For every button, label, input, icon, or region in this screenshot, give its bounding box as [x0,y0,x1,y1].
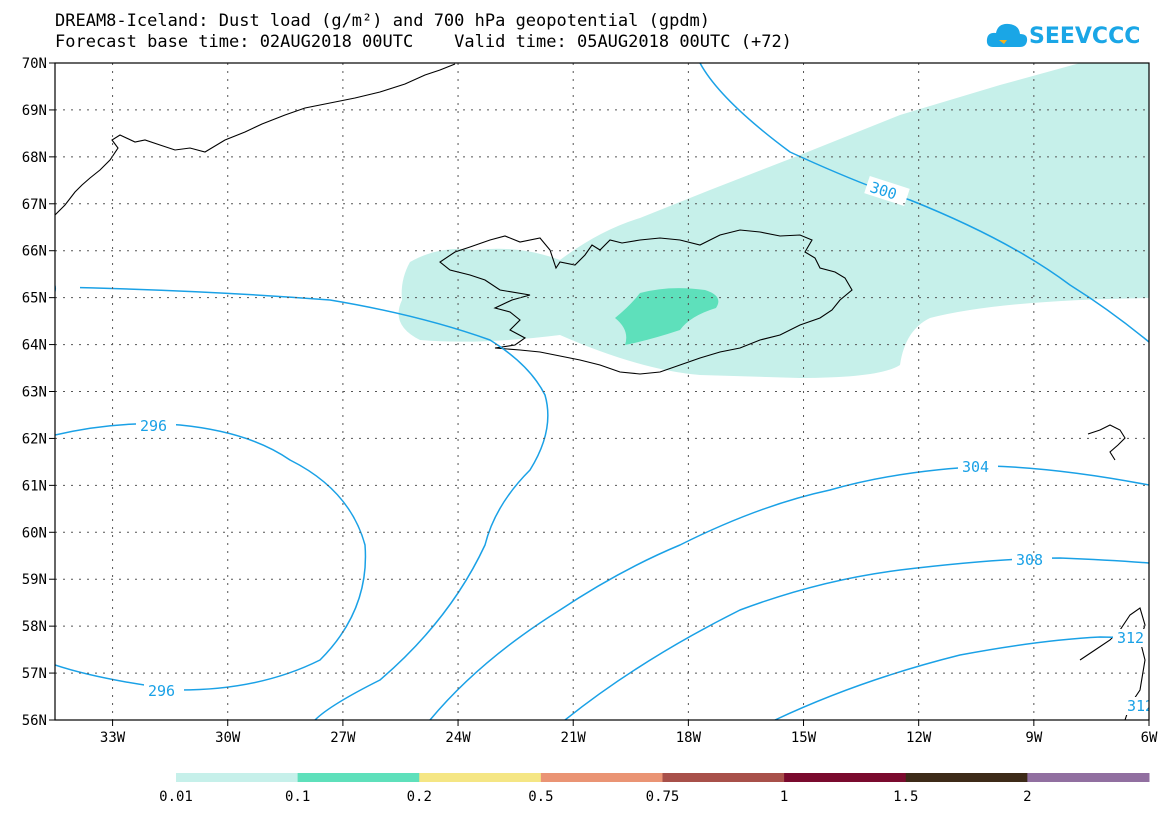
lat-label: 64N [22,338,47,354]
colorbar-swatch [1027,773,1150,782]
chart-title-line1: DREAM8-Iceland: Dust load (g/m²) and 700… [55,11,711,31]
contour-label-312: 312 [1117,629,1144,647]
contour-label-296-top: 296 [140,417,167,435]
colorbar: 0.01 0.1 0.2 0.5 0.75 1 1.5 2 [159,773,1150,805]
contour-label-304: 304 [962,458,989,476]
logo-text: SEEVCCC [1029,24,1141,49]
lat-label: 59N [22,572,47,588]
colorbar-label: 2 [1023,789,1031,805]
colorbar-swatch [419,773,542,782]
lat-label: 61N [22,478,47,494]
contour-labels: 300 300 296 296 304 308 312 312 [30,175,1154,715]
lon-label: 21W [561,730,587,746]
scotland-coast [1079,607,1146,720]
lon-label: 6W [1141,730,1158,746]
lon-label: 27W [330,730,356,746]
geopotential-contours [55,63,1149,720]
lat-label: 62N [22,431,47,447]
lon-label: 12W [906,730,932,746]
lat-label: 65N [22,291,47,307]
longitude-axis: 33W 30W 27W 24W 21W 18W 15W 12W 9W 6W [100,720,1158,746]
lon-label: 15W [791,730,817,746]
colorbar-label: 0.75 [646,789,680,805]
contour-312 [774,636,1149,720]
latitude-axis: 70N 69N 68N 67N 66N 65N 64N 63N 62N 61N 60N 59N 58N 5… [22,56,55,729]
colorbar-swatch [297,773,420,782]
contour-label-312-lower: 312 [1127,697,1154,715]
dust-area-mid [615,288,719,345]
colorbar-label: 0.1 [285,789,310,805]
lat-label: 58N [22,619,47,635]
contour-label-296-bottom: 296 [148,682,175,700]
lat-label: 66N [22,244,47,260]
contour-296-north [55,423,367,691]
contour-300-west [55,286,549,720]
contour-label-300-west: 300 [30,280,57,298]
contour-308 [564,557,1149,720]
lat-label: 57N [22,666,47,682]
lon-label: 9W [1025,730,1042,746]
colorbar-label: 0.2 [407,789,432,805]
lat-label: 68N [22,150,47,166]
coastlines [55,63,1146,720]
contour-label-308: 308 [1016,551,1043,569]
lat-label: 56N [22,713,47,729]
colorbar-label: 0.5 [528,789,553,805]
colorbar-swatch [176,773,299,782]
greenland-coast [55,63,456,216]
lon-label: 18W [676,730,702,746]
chart-title-line2: Forecast base time: 02AUG2018 00UTC Vali… [55,32,792,52]
colorbar-label: 1 [780,789,788,805]
lat-label: 70N [22,56,47,72]
lat-label: 69N [22,103,47,119]
lat-label: 67N [22,197,47,213]
colorbar-swatch [540,773,663,782]
faroe-islands [1087,424,1126,461]
graticule [55,63,1149,720]
colorbar-swatch [662,773,785,782]
lon-label: 30W [215,730,241,746]
lat-label: 63N [22,385,47,401]
colorbar-swatch [784,773,907,782]
colorbar-swatch [905,773,1028,782]
lon-label: 33W [100,730,126,746]
contour-304 [429,465,1149,720]
seevccc-logo: SEEVCCC [985,17,1140,61]
cloud-icon [986,23,1028,47]
dust-area-low [398,63,1149,378]
lat-label: 60N [22,525,47,541]
colorbar-label: 1.5 [893,789,918,805]
contour-300 [699,63,1149,343]
iceland-coast [439,229,853,375]
lon-label: 24W [445,730,471,746]
colorbar-label: 0.01 [159,789,193,805]
